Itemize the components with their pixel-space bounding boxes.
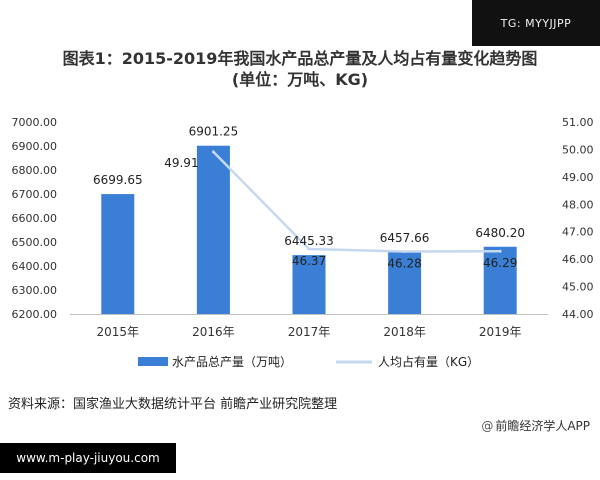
y-left-tick-label: 6400.00 — [12, 260, 58, 273]
y-right-tick-label: 48.00 — [562, 198, 594, 211]
credit-prefix: @ — [481, 419, 494, 433]
y-left-tick-label: 6700.00 — [12, 188, 58, 201]
x-tick-label: 2015年 — [97, 325, 140, 339]
chart-title: 图表1：2015-2019年我国水产品总产量及人均占有量变化趋势图 — [62, 49, 538, 68]
website-badge: www.m-play-jiuyou.com — [0, 443, 176, 473]
y-right-tick-label: 50.00 — [562, 143, 594, 156]
y-left-tick-label: 7000.00 — [12, 116, 58, 129]
line-point — [403, 249, 407, 253]
line-point — [211, 150, 215, 154]
line-data-label: 46.29 — [483, 256, 517, 270]
y-right-tick-label: 46.00 — [562, 253, 594, 266]
source-note: 资料来源：国家渔业大数据统计平台 前瞻产业研究院整理 — [8, 397, 338, 412]
y-left-tick-label: 6300.00 — [12, 284, 58, 297]
bar-data-label: 6445.33 — [284, 234, 334, 248]
line-data-label: 46.37 — [292, 254, 326, 268]
y-left-tick-label: 6900.00 — [12, 140, 58, 153]
credit-line: @ 前瞻经济学人APP — [481, 417, 590, 434]
chart-subtitle: (单位：万吨、KG) — [231, 70, 369, 89]
legend-bar-swatch — [138, 357, 168, 366]
legend-bar-label: 水产品总产量（万吨） — [172, 355, 292, 369]
y-right-tick-label: 45.00 — [562, 281, 594, 294]
y-right-tick-label: 44.00 — [562, 308, 594, 321]
y-left-tick-label: 6800.00 — [12, 164, 58, 177]
chart-canvas: 6200.00 6300.00 6400.00 6500.00 6600.00 6700.… — [12, 116, 594, 369]
y-right-tick-label: 47.00 — [562, 226, 594, 239]
bar-data-label: 6699.65 — [93, 173, 143, 187]
series-line — [212, 151, 501, 253]
y-right-tick-label: 49.00 — [562, 171, 594, 184]
x-tick-label: 2019年 — [479, 325, 522, 339]
line-point — [498, 249, 502, 253]
credit-text: 前瞻经济学人APP — [495, 419, 590, 433]
x-tick-label: 2018年 — [383, 325, 426, 339]
x-tick-label: 2017年 — [288, 325, 331, 339]
bar — [483, 246, 517, 314]
bar — [388, 252, 422, 314]
y-right-tick-label: 51.00 — [562, 116, 594, 129]
bar-data-label: 6480.20 — [475, 226, 525, 240]
bar-data-label: 6901.25 — [189, 125, 239, 139]
chart-title-block: 图表1：2015-2019年我国水产品总产量及人均占有量变化趋势图 (单位：万吨… — [0, 48, 600, 90]
bar — [101, 194, 135, 314]
line-point — [307, 247, 311, 251]
y-left-tick-label: 6600.00 — [12, 212, 58, 225]
y-left-tick-label: 6500.00 — [12, 236, 58, 249]
x-tick-label: 2016年 — [192, 325, 235, 339]
legend-line-label: 人均占有量（KG） — [378, 354, 479, 369]
y-left-tick-label: 6200.00 — [12, 308, 58, 321]
line-data-label: 49.91 — [164, 156, 198, 170]
bar-data-label: 6457.66 — [380, 231, 430, 245]
bar — [196, 145, 230, 314]
watermark-badge: TG: MYYJJPP — [472, 0, 600, 46]
bar — [292, 255, 326, 314]
line-data-label: 46.28 — [387, 256, 421, 270]
